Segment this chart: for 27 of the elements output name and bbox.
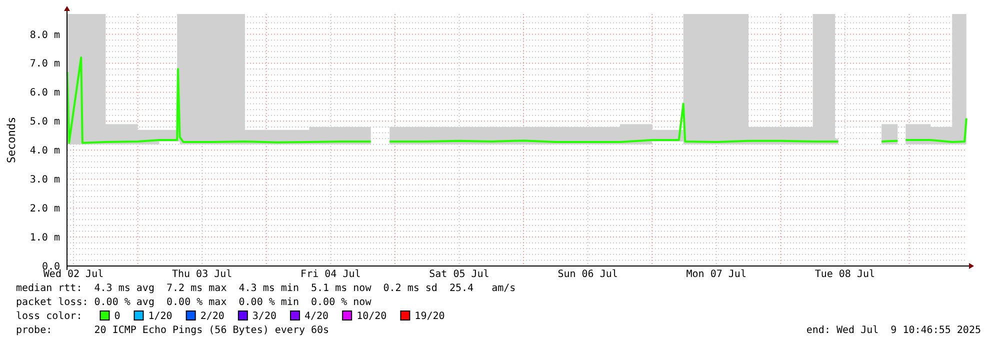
x-tick-label: Fri 04 Jul [300, 269, 361, 280]
y-tick-label: 1.0 m [30, 232, 60, 244]
x-tick-label: Mon 07 Jul [686, 269, 746, 280]
text: end: Wed Jul 9 10:46:55 2025 [806, 325, 981, 336]
legend-label: 4/20 [304, 311, 329, 322]
legend-label: 19/20 [414, 311, 445, 322]
legend-label: 10/20 [356, 311, 387, 322]
text: probe: 20 ICMP Echo Pings (56 Bytes) every 60s [16, 325, 330, 336]
legend-label: 1/20 [148, 311, 172, 322]
y-tick-label: 3.0 m [30, 174, 60, 186]
y-tick-label: 8.0 m [30, 30, 60, 41]
y-tick-label: 7.0 m [30, 58, 60, 70]
y-axis-title: Seconds [5, 116, 18, 164]
legend-title: loss color: [16, 311, 82, 322]
text: packet loss: 0.00 % avg 0.00 % max 0.00 % min 0.00 % now [16, 297, 372, 308]
y-tick-label: 2.0 m [30, 204, 60, 215]
x-tick-label: Thu 03 Jul [172, 269, 232, 280]
text: median rtt: 4.3 ms avg 7.2 ms max 4.3 ms min 5.1 ms now 0.2 ms sd 25.4 am/s [16, 283, 516, 294]
legend-label: 2/20 [200, 311, 224, 322]
y-tick-label: 6.0 m [30, 88, 60, 99]
x-tick-label: Sun 06 Jul [558, 269, 618, 280]
legend-label: 0 [114, 311, 120, 322]
x-tick-label: Tue 08 Jul [814, 269, 876, 280]
y-tick-label: 5.0 m [30, 116, 60, 128]
y-tick-label: 4.0 m [30, 146, 60, 157]
legend-label: 3/20 [252, 311, 277, 322]
x-tick-label: Sat 05 Jul [429, 269, 490, 280]
